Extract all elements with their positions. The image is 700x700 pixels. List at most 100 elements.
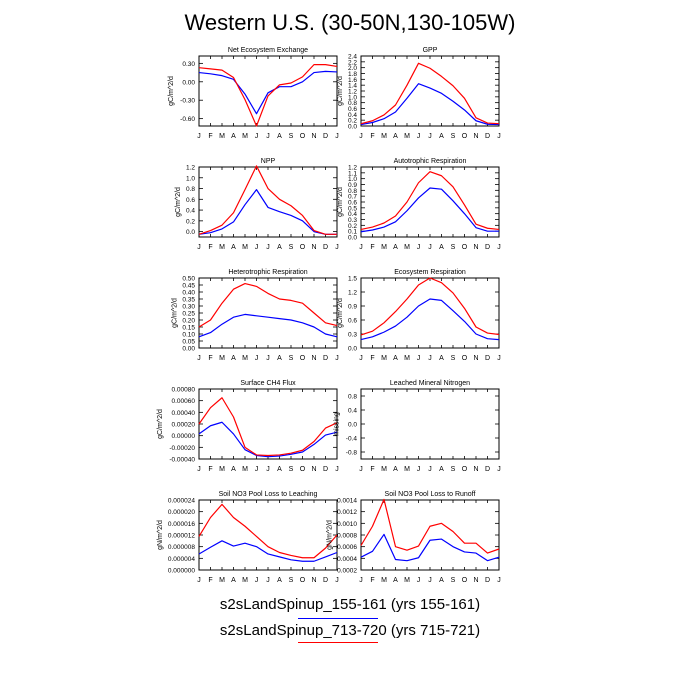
- panel-5-y-tick-label: 0.15: [182, 325, 195, 332]
- panel-4-y-axis-label: gC/m^2/d: [337, 187, 344, 217]
- panel-6-x-tick-label: A: [393, 355, 398, 362]
- panel-1-x-tick-label: D: [323, 133, 328, 140]
- panel-5-y-tick-label: 0.05: [182, 339, 195, 346]
- panel-6-x-tick-label: A: [439, 355, 444, 362]
- panel-5-x-tick-label: J: [335, 355, 339, 362]
- panel-8-y-tick-label: -0.8: [346, 450, 358, 457]
- panel-4-x-tick-label: O: [462, 244, 468, 251]
- panel-5-x-tick-label: J: [266, 355, 270, 362]
- panel-6-x-tick-label: N: [473, 355, 478, 362]
- panel-8-y-axis-label: missing: [334, 412, 341, 436]
- panel-10-y-tick-label: 0.0014: [337, 498, 357, 505]
- panel-4-y-tick-label: 0.8: [348, 188, 357, 195]
- panel-5-series-2-line: [198, 283, 338, 328]
- panel-1-x-tick-label: J: [197, 133, 201, 140]
- panel-2-y-tick-label: 1.0: [348, 94, 357, 101]
- panel-6-series-1-line: [360, 298, 500, 341]
- panel-5-y-tick-label: 0.10: [182, 332, 195, 339]
- panel-1-y-tick-label: 0.00: [182, 79, 195, 86]
- panel-7-title: Surface CH4 Flux: [240, 380, 296, 387]
- panel-1-x-tick-label: A: [277, 133, 282, 140]
- panel-4-x-tick-label: F: [370, 244, 374, 251]
- panel-9-y-tick-label: 0.000020: [168, 509, 195, 516]
- panel-7-x-tick-label: J: [255, 466, 259, 473]
- panel-7-y-tick-label: 0.00060: [172, 398, 196, 405]
- panel-1-x-tick-label: J: [255, 133, 259, 140]
- panel-6-x-tick-label: J: [417, 355, 421, 362]
- panel-7-series-2-line: [198, 397, 338, 457]
- panel-6-x-tick-label: D: [485, 355, 490, 362]
- panel-10-y-tick-label: 0.0004: [337, 556, 357, 563]
- panel-2-x-tick-label: M: [404, 133, 410, 140]
- panel-6-y-tick-label: 0.6: [348, 318, 357, 325]
- panel-10-x-tick-label: A: [393, 577, 398, 584]
- panel-3-x-tick-label: N: [311, 244, 316, 251]
- panel-5-y-tick-label: 0.50: [182, 276, 195, 283]
- panel-9-y-tick-label: 0.000004: [168, 556, 195, 563]
- panel-10-frame: [360, 499, 500, 571]
- panel-2-y-tick-label: 2.0: [348, 65, 357, 72]
- panel-5-x-tick-label: J: [255, 355, 259, 362]
- panel-9-y-tick-label: 0.000008: [168, 544, 195, 551]
- panel-2-y-tick-label: 1.4: [348, 83, 357, 90]
- panel-7-y-axis-label: gC/m^2/d: [157, 409, 164, 439]
- legend-label-run-1: s2sLandSpinup_155-161 (yrs 155-161): [219, 596, 481, 613]
- panel-3-y-tick-label: 0.2: [186, 218, 195, 225]
- panel-2-x-tick-label: D: [485, 133, 490, 140]
- panel-2-y-tick-label: 0.0: [348, 124, 357, 131]
- panel-6-frame: [360, 277, 500, 349]
- panel-9-x-tick-label: J: [335, 577, 339, 584]
- panel-10-x-tick-label: J: [497, 577, 501, 584]
- panel-7-y-tick-label: 0.00000: [172, 433, 196, 440]
- panel-10-x-tick-label: M: [404, 577, 410, 584]
- panel-7-y-tick-label: 0.00080: [172, 387, 196, 394]
- panel-10-x-tick-label: J: [359, 577, 363, 584]
- panel-2-x-tick-label: O: [462, 133, 468, 140]
- panel-3-y-tick-label: 0.0: [186, 229, 195, 236]
- panel-1-y-axis-label: gC/m^2/d: [168, 76, 175, 106]
- panel-1-x-tick-label: J: [266, 133, 270, 140]
- panel-9-x-tick-label: M: [242, 577, 248, 584]
- panel-10-y-tick-label: 0.0006: [337, 544, 357, 551]
- panel-5-y-tick-label: 0.40: [182, 290, 195, 297]
- panel-4-y-tick-label: 1.2: [348, 165, 357, 172]
- panel-1-x-tick-label: F: [208, 133, 212, 140]
- panel-3-x-tick-label: J: [335, 244, 339, 251]
- panel-2-x-tick-label: S: [451, 133, 456, 140]
- panel-8-x-tick-label: A: [439, 466, 444, 473]
- panel-4-series-2-line: [360, 171, 500, 231]
- panel-9-x-tick-label: J: [266, 577, 270, 584]
- panel-4-x-tick-label: A: [393, 244, 398, 251]
- panel-4-x-tick-label: N: [473, 244, 478, 251]
- panel-8-y-tick-label: 0.8: [348, 394, 357, 401]
- panel-10-y-tick-label: 0.0008: [337, 533, 357, 540]
- panel-5-x-tick-label: J: [197, 355, 201, 362]
- panel-2-y-tick-label: 2.4: [348, 54, 357, 61]
- panel-4-y-tick-label: 0.5: [348, 205, 357, 212]
- panel-9-y-tick-label: 0.000012: [168, 533, 195, 540]
- panel-3-x-tick-label: S: [289, 244, 294, 251]
- panel-5-frame: [198, 277, 338, 349]
- panel-7-x-tick-label: J: [197, 466, 201, 473]
- panel-9-frame: [198, 499, 338, 571]
- panel-3-x-tick-label: J: [197, 244, 201, 251]
- panel-1-y-tick-label: -0.30: [180, 98, 195, 105]
- panel-9-x-tick-label: D: [323, 577, 328, 584]
- panel-2-y-tick-label: 1.8: [348, 71, 357, 78]
- panel-3-y-tick-label: 0.4: [186, 208, 195, 215]
- panel-2-x-tick-label: A: [393, 133, 398, 140]
- panel-10-x-tick-label: N: [473, 577, 478, 584]
- panel-2-x-tick-label: J: [428, 133, 432, 140]
- panel-8-x-tick-label: J: [497, 466, 501, 473]
- panel-1-x-tick-label: O: [300, 133, 306, 140]
- panel-8-y-tick-label: -0.4: [346, 436, 358, 443]
- panel-4-y-tick-label: 0.3: [348, 217, 357, 224]
- panel-7-x-tick-label: N: [311, 466, 316, 473]
- panel-3-y-tick-label: 0.6: [186, 197, 195, 204]
- panel-9-y-tick-label: 0.000024: [168, 498, 195, 505]
- panel-9-x-tick-label: J: [255, 577, 259, 584]
- panel-6-x-tick-label: S: [451, 355, 456, 362]
- panel-7-y-tick-label: 0.00040: [172, 410, 196, 417]
- panel-4-y-tick-label: 1.0: [348, 176, 357, 183]
- panel-3-x-tick-label: A: [231, 244, 236, 251]
